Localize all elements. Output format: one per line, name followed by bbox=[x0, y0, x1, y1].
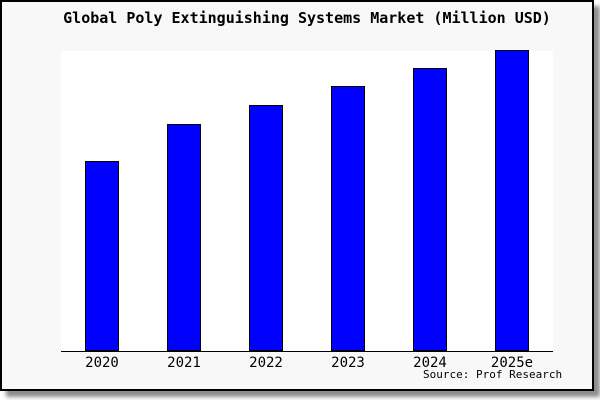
x-tick-label-2020: 2020 bbox=[85, 355, 119, 371]
bar-2022 bbox=[249, 105, 283, 351]
bar-2024 bbox=[413, 68, 447, 351]
chart-frame: Global Poly Extinguishing Systems Market… bbox=[0, 0, 594, 391]
x-tick-label-2025e: 2025e bbox=[490, 355, 534, 371]
bar-2023 bbox=[331, 86, 365, 351]
plot-area bbox=[61, 50, 553, 352]
x-tick-label-2022: 2022 bbox=[249, 355, 283, 371]
source-credit: Source: Prof Research bbox=[423, 368, 563, 381]
chart-title: Global Poly Extinguishing Systems Market… bbox=[63, 9, 551, 27]
bar-2020 bbox=[85, 161, 119, 351]
bar-2025e bbox=[495, 50, 529, 351]
x-axis-labels: 2020 2021 2022 2023 2024 2025e bbox=[61, 355, 553, 371]
x-tick-label-2021: 2021 bbox=[167, 355, 201, 371]
x-tick-label-2023: 2023 bbox=[331, 355, 365, 371]
bar-2021 bbox=[167, 124, 201, 351]
x-tick-label-2024: 2024 bbox=[413, 355, 447, 371]
